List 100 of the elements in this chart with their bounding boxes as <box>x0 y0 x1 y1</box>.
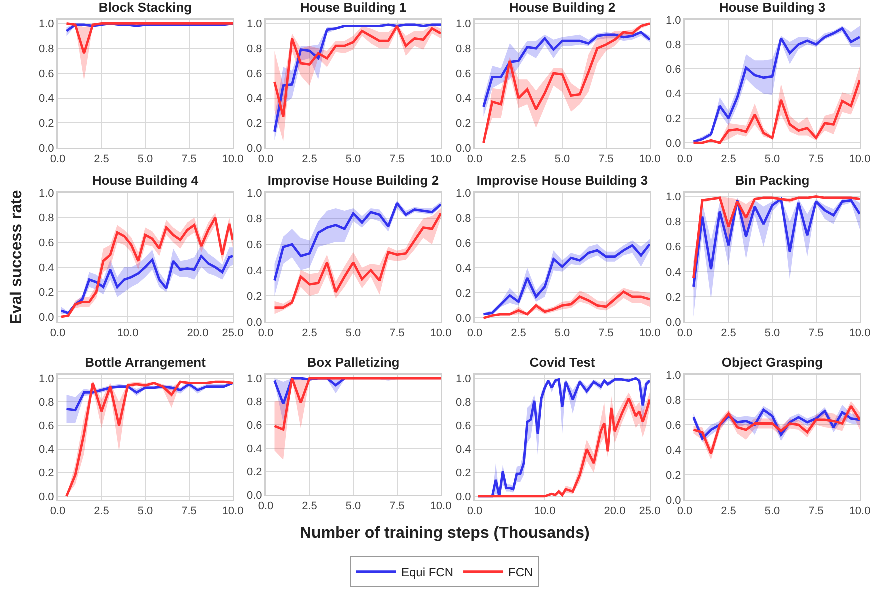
line-series <box>274 202 441 282</box>
y-tick-label: 0.2 <box>39 287 54 300</box>
y-tick-label: 1.0 <box>666 192 682 204</box>
y-tick-label: 0.4 <box>247 93 262 106</box>
x-axis-title: Number of training steps (Thousands) <box>300 525 590 542</box>
x-tick-label: 7.5 <box>808 154 824 166</box>
y-tick-label: 0.0 <box>39 142 54 155</box>
x-tick-label: 7.5 <box>390 328 405 340</box>
x-tick-label: 2.5 <box>302 154 318 166</box>
x-tick-label: 2.5 <box>94 506 110 518</box>
y-tick-label: 0.8 <box>247 396 262 409</box>
y-tick-label: 1.0 <box>456 18 472 31</box>
y-tick-label: 0.0 <box>39 312 54 324</box>
y-tick-label: 0.8 <box>456 396 472 409</box>
x-tick-label: 0.0 <box>258 154 274 166</box>
chart-title: Bin Packing <box>735 173 810 188</box>
y-axis-title: Eval success rate <box>8 190 26 324</box>
x-tick-label: 5.0 <box>554 154 570 166</box>
x-tick-label: 10.0 <box>222 154 244 166</box>
y-tick-label: 0.0 <box>456 313 472 326</box>
y-tick-label: 0.6 <box>39 420 54 433</box>
y-tick-label: 0.4 <box>456 444 472 456</box>
x-tick-label: 10.0 <box>430 154 452 166</box>
y-tick-label: 0.0 <box>666 316 682 329</box>
y-tick-label: 0.4 <box>39 262 54 274</box>
x-tick-label: 10.0 <box>639 328 661 340</box>
x-tick-label: 0.0 <box>677 154 693 166</box>
y-tick-label: 0.4 <box>39 444 54 456</box>
y-tick-label: 0.8 <box>456 43 472 56</box>
y-tick-label: 1.0 <box>456 373 472 386</box>
x-tick-label: 5.0 <box>554 328 570 340</box>
y-tick-label: 0.6 <box>39 68 54 80</box>
y-tick-label: 0.8 <box>247 214 262 226</box>
y-tick-label: 0.2 <box>247 118 262 130</box>
x-tick-label: 7.5 <box>182 506 197 518</box>
y-tick-label: 0.2 <box>456 118 472 130</box>
x-tick-label: 2.5 <box>511 328 526 340</box>
x-tick-label: 7.5 <box>808 506 824 518</box>
y-tick-label: 0.8 <box>456 212 472 225</box>
x-tick-label: 0.0 <box>50 328 66 340</box>
x-tick-label: 10.0 <box>430 500 452 513</box>
x-tick-label: 7.5 <box>808 328 824 340</box>
y-tick-label: 0.6 <box>247 68 262 80</box>
y-tick-label: 0.6 <box>247 239 262 252</box>
y-tick-label: 0.4 <box>666 266 682 279</box>
x-tick-label: 10.0 <box>849 154 871 166</box>
x-tick-label: 0.0 <box>467 506 483 518</box>
x-tick-label: 0.0 <box>467 328 483 340</box>
x-tick-label: 25.0 <box>639 506 661 518</box>
y-tick-label: 0.0 <box>247 142 262 155</box>
legend-label: FCN <box>508 565 534 580</box>
chart-title: House Building 1 <box>300 0 407 16</box>
x-tick-label: 20.0 <box>187 328 209 340</box>
x-tick-label: 7.5 <box>598 328 614 340</box>
y-tick-label: 1.0 <box>39 373 54 386</box>
x-tick-label: 5.0 <box>138 154 154 166</box>
y-tick-label: 0.2 <box>247 291 262 304</box>
x-tick-label: 2.5 <box>721 328 736 340</box>
x-tick-label: 10.0 <box>639 154 661 166</box>
y-tick-label: 0.8 <box>666 394 682 407</box>
y-tick-label: 0.6 <box>666 64 682 76</box>
y-tick-label: 0.4 <box>666 444 682 457</box>
y-tick-label: 0.4 <box>666 88 682 101</box>
x-tick-label: 0.0 <box>50 154 66 166</box>
legend-label: Equi FCN <box>402 565 454 580</box>
y-tick-label: 0.6 <box>39 237 54 250</box>
y-tick-label: 0.8 <box>666 216 682 229</box>
chart-title: House Building 4 <box>92 173 200 188</box>
y-tick-label: 0.8 <box>39 396 54 409</box>
x-tick-label: 5.0 <box>138 506 154 518</box>
y-tick-label: 0.0 <box>456 142 472 155</box>
chart-title: Improvise House Building 2 <box>268 173 440 188</box>
x-tick-label: 2.5 <box>511 154 526 166</box>
x-tick-label: 2.5 <box>721 154 736 166</box>
chart-title: House Building 2 <box>509 0 616 16</box>
y-tick-label: 1.0 <box>39 18 54 31</box>
x-tick-label: 0.0 <box>677 506 693 518</box>
y-tick-label: 1.0 <box>247 373 262 386</box>
x-tick-label: 2.5 <box>721 506 736 518</box>
x-tick-label: 0.0 <box>258 328 274 340</box>
y-tick-label: 0.2 <box>666 470 682 482</box>
y-tick-label: 1.0 <box>247 18 262 31</box>
chart-title: Box Palletizing <box>307 355 400 370</box>
y-tick-label: 0.2 <box>39 468 54 480</box>
y-tick-label: 0.2 <box>39 118 54 130</box>
y-tick-label: 0.2 <box>666 113 682 126</box>
x-tick-label: 5.0 <box>764 328 780 340</box>
chart-title: Bottle Arrangement <box>85 355 207 370</box>
y-tick-label: 0.6 <box>456 238 472 250</box>
y-tick-label: 0.4 <box>456 263 472 275</box>
y-tick-label: 0.6 <box>247 420 262 432</box>
y-tick-label: 0.2 <box>456 288 472 300</box>
chart-title: Block Stacking <box>98 0 192 16</box>
x-tick-label: 20.0 <box>604 506 626 518</box>
chart-title: Object Grasping <box>722 355 824 370</box>
x-tick-label: 2.5 <box>302 328 318 340</box>
y-tick-label: 0.8 <box>39 212 54 225</box>
x-tick-label: 0.0 <box>677 328 693 340</box>
y-tick-label: 0.2 <box>247 466 262 479</box>
x-tick-label: 7.5 <box>598 154 614 166</box>
